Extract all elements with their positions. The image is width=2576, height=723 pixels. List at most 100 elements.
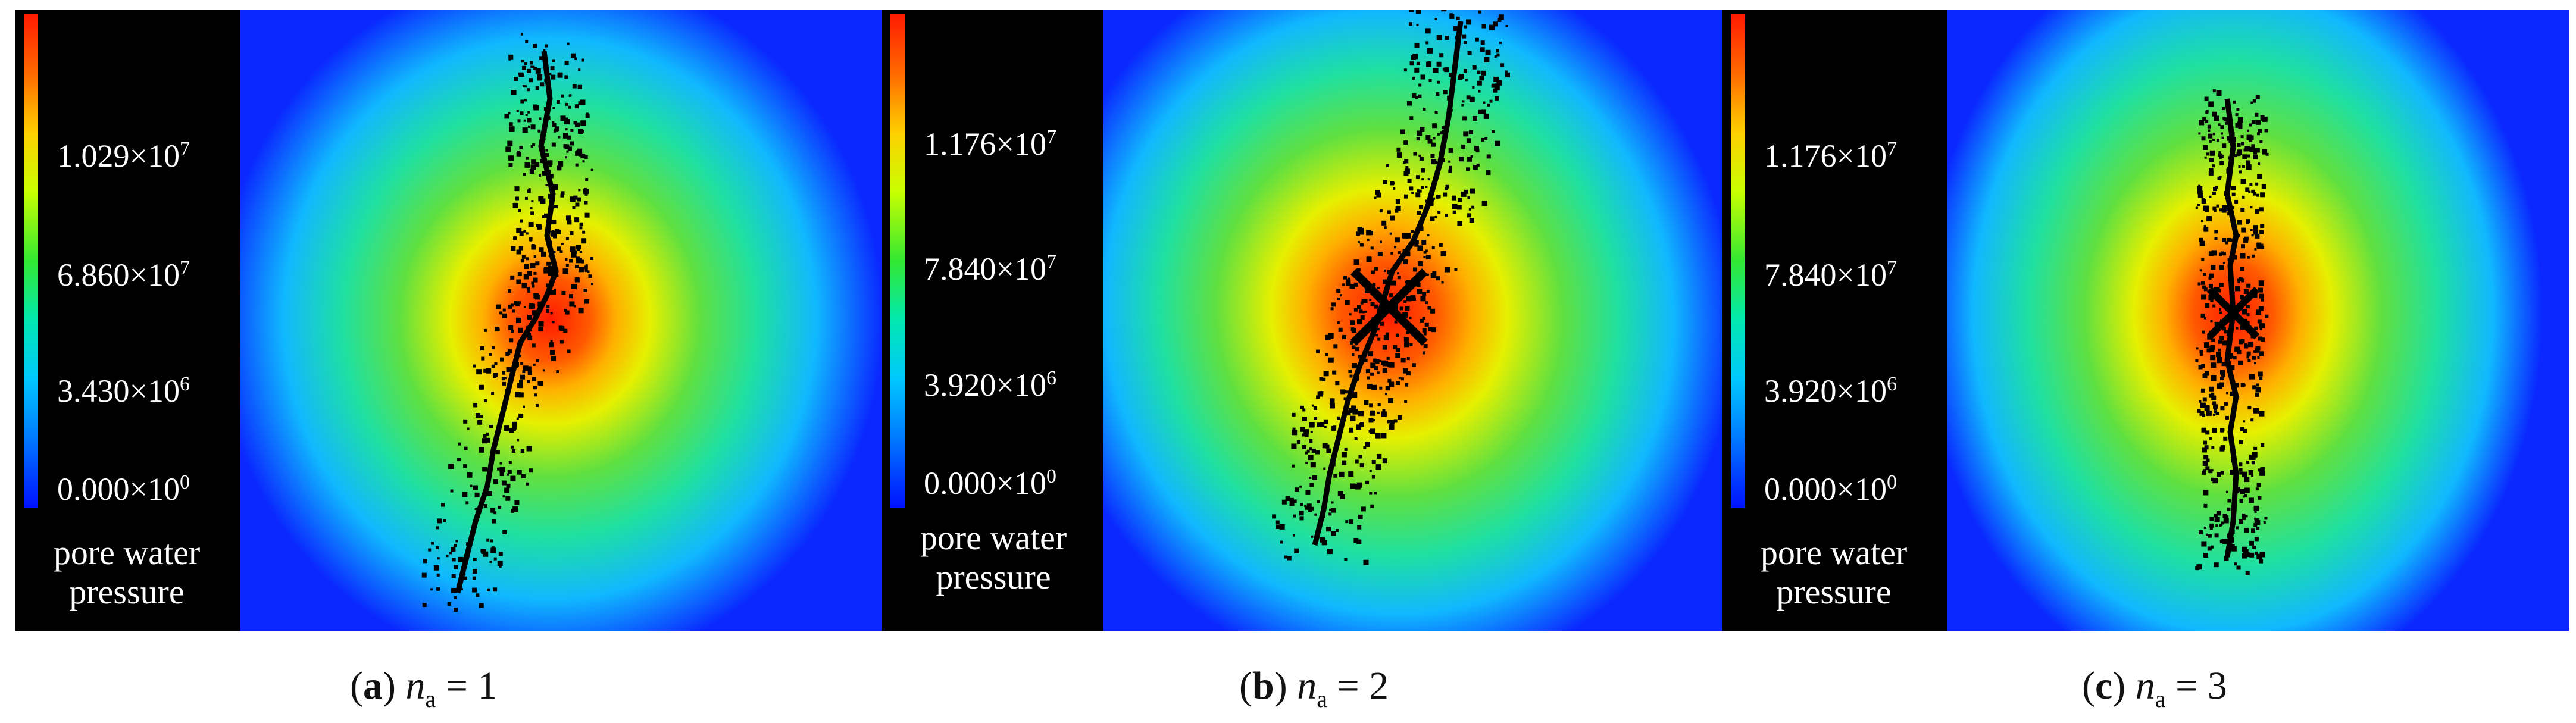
- damage-particle: [1355, 459, 1359, 464]
- damage-particle: [2255, 346, 2261, 351]
- damage-particle: [1452, 210, 1456, 214]
- damage-particle: [1416, 23, 1419, 26]
- damage-particle: [2218, 339, 2222, 344]
- damage-particle: [2210, 320, 2213, 323]
- damage-particle: [535, 261, 540, 266]
- damage-particle: [2264, 517, 2268, 520]
- damage-particle: [1317, 500, 1320, 503]
- damage-particle: [1427, 234, 1430, 237]
- damage-particle: [538, 321, 544, 327]
- damage-particle: [2250, 418, 2254, 422]
- damage-particle: [1414, 280, 1419, 285]
- damage-particle: [2259, 293, 2264, 299]
- damage-particle: [2238, 316, 2241, 319]
- damage-particle: [2258, 371, 2263, 377]
- damage-particle: [508, 112, 511, 115]
- damage-particle: [534, 295, 540, 300]
- damage-particle: [1382, 368, 1387, 373]
- damage-particle: [514, 186, 520, 192]
- damage-particle: [1421, 239, 1427, 245]
- damage-particle: [2258, 496, 2262, 500]
- damage-particle: [1489, 24, 1495, 30]
- damage-particle: [513, 363, 518, 368]
- damage-particle: [564, 119, 570, 125]
- damage-particle: [2206, 348, 2211, 353]
- colorbar-tick-label: 3.920×106: [1764, 373, 1897, 409]
- damage-particle: [2212, 89, 2216, 93]
- damage-particle: [1371, 317, 1377, 323]
- damage-particle: [1370, 302, 1375, 306]
- damage-particle: [566, 150, 569, 153]
- damage-particle: [1467, 157, 1473, 162]
- damage-particle: [1357, 240, 1360, 243]
- damage-particle: [1349, 408, 1355, 414]
- damage-particle: [2237, 143, 2241, 147]
- damage-particle: [1478, 90, 1481, 93]
- damage-particle: [1439, 53, 1444, 58]
- damage-particle: [565, 258, 568, 261]
- damage-particle: [499, 462, 502, 465]
- damage-particle: [1369, 470, 1372, 472]
- damage-particle: [2224, 191, 2229, 196]
- damage-particle: [1345, 520, 1349, 524]
- damage-particle: [1449, 165, 1453, 170]
- damage-particle: [1392, 303, 1398, 309]
- damage-particle: [1478, 109, 1483, 114]
- damage-particle: [2237, 234, 2240, 237]
- damage-particle: [1390, 252, 1393, 255]
- damage-particles: [1272, 10, 1511, 565]
- damage-particle: [1411, 55, 1416, 60]
- damage-particle: [2214, 115, 2219, 121]
- damage-particle: [1342, 334, 1346, 339]
- colorbar-tick-label: 1.176×107: [1764, 138, 1897, 174]
- damage-particle: [2211, 265, 2216, 270]
- damage-particle: [1452, 204, 1458, 209]
- damage-particle: [570, 196, 576, 202]
- damage-particle: [537, 129, 541, 133]
- damage-particle: [1390, 181, 1395, 186]
- damage-particle: [1409, 317, 1412, 320]
- damage-particle: [542, 369, 545, 372]
- damage-particle: [524, 99, 527, 102]
- damage-particle: [2226, 392, 2229, 395]
- damage-particle: [1383, 180, 1387, 184]
- damage-particle: [2221, 132, 2224, 135]
- damage-particle: [533, 43, 537, 48]
- damage-particle: [1471, 205, 1475, 209]
- damage-particle: [552, 184, 558, 190]
- damage-particle: [495, 327, 500, 332]
- damage-particle: [571, 283, 577, 289]
- damage-particle: [524, 62, 527, 65]
- damage-particle: [501, 480, 507, 486]
- damage-particle: [556, 100, 560, 104]
- damage-particle: [1343, 276, 1348, 280]
- damage-particle: [1361, 299, 1365, 303]
- damage-particle: [570, 141, 574, 146]
- damage-particle: [565, 102, 568, 106]
- colorbar-title: pore water pressure: [1760, 533, 1908, 611]
- damage-particle: [1366, 230, 1372, 236]
- damage-particle: [2242, 165, 2245, 168]
- damage-particle: [554, 205, 558, 209]
- damage-particle: [1405, 281, 1408, 284]
- damage-particle: [499, 565, 502, 568]
- damage-particle: [1375, 190, 1380, 195]
- damage-particle: [1417, 245, 1423, 251]
- damage-particle: [2238, 124, 2243, 129]
- damage-particle: [2214, 209, 2217, 212]
- damage-particle: [2216, 204, 2219, 208]
- damage-particle: [526, 68, 531, 73]
- damage-particle: [2199, 411, 2205, 416]
- damage-particle: [463, 464, 467, 468]
- damage-particle: [573, 250, 577, 254]
- damage-particle: [531, 159, 536, 165]
- damage-particle: [517, 119, 521, 123]
- damage-particle: [2237, 278, 2240, 281]
- damage-particle: [2222, 261, 2225, 264]
- damage-particle: [1363, 446, 1367, 449]
- damage-particle: [2223, 518, 2229, 524]
- damage-particle: [2208, 101, 2214, 107]
- damage-particle: [1331, 425, 1337, 431]
- damage-particle: [1309, 439, 1313, 443]
- damage-particle: [1421, 178, 1424, 181]
